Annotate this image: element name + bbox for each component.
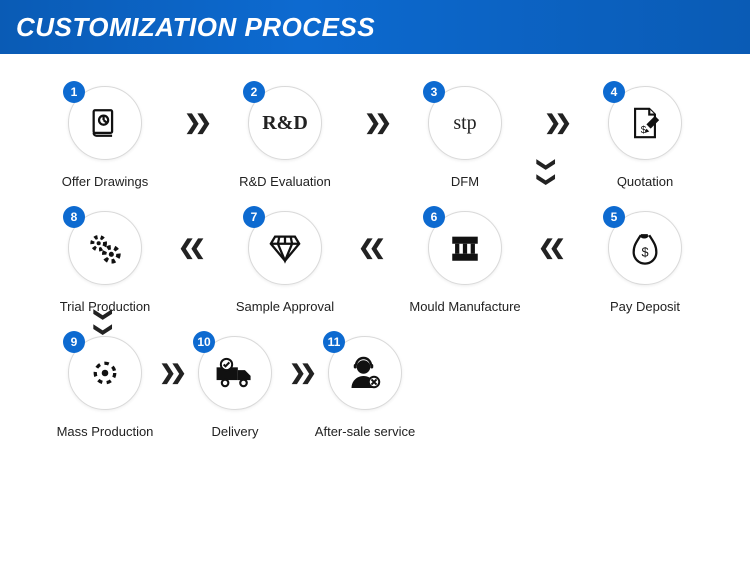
arrow-left-icon: ❯❯ bbox=[355, 211, 395, 283]
truck-icon bbox=[215, 356, 255, 390]
step-label: Mass Production bbox=[57, 424, 154, 439]
step-badge: 5 bbox=[603, 206, 625, 228]
row-3: 9 Mass Production ❯❯ 10 Delivery ❯❯ 11 bbox=[60, 336, 690, 439]
step-10: 10 Delivery bbox=[190, 336, 280, 439]
step-8: 8 Trial Production bbox=[60, 211, 150, 314]
arrow-down-icon: ❯❯ bbox=[535, 166, 559, 172]
row-2: 8 Trial Production ❯❯ 7 Sample Approval … bbox=[60, 211, 690, 314]
deposit-icon: $ bbox=[628, 231, 662, 265]
page: CUSTOMIZATION PROCESS 1 Offer Drawings ❯… bbox=[0, 0, 750, 561]
step-badge: 11 bbox=[323, 331, 345, 353]
step-label: Quotation bbox=[617, 174, 673, 189]
rd-text-icon: R&D bbox=[262, 112, 308, 135]
step-2: 2 R&D R&D Evaluation bbox=[240, 86, 330, 189]
step-label: After-sale service bbox=[315, 424, 415, 439]
arrow-right-icon: ❯❯ bbox=[535, 86, 575, 158]
gears-icon bbox=[86, 229, 124, 267]
step-circle: 8 bbox=[68, 211, 142, 285]
step-badge: 6 bbox=[423, 206, 445, 228]
arrow-right-icon: ❯❯ bbox=[175, 86, 215, 158]
step-label: R&D Evaluation bbox=[239, 174, 331, 189]
drawings-icon bbox=[88, 106, 122, 140]
step-circle: 6 bbox=[428, 211, 502, 285]
step-circle: 2 R&D bbox=[248, 86, 322, 160]
support-icon bbox=[347, 355, 383, 391]
step-label: Delivery bbox=[212, 424, 259, 439]
diamond-icon bbox=[268, 231, 302, 265]
quotation-icon: $ bbox=[628, 106, 662, 140]
step-11: 11 After-sale service bbox=[320, 336, 410, 439]
stp-text-icon: stp bbox=[453, 112, 476, 135]
step-badge: 10 bbox=[193, 331, 215, 353]
flow: 1 Offer Drawings ❯❯ 2 R&D R&D Evaluation… bbox=[0, 54, 750, 439]
step-badge: 9 bbox=[63, 331, 85, 353]
step-circle: 7 bbox=[248, 211, 322, 285]
arrow-down-icon: ❯❯ bbox=[92, 316, 116, 322]
step-label: DFM bbox=[451, 174, 479, 189]
row-1: 1 Offer Drawings ❯❯ 2 R&D R&D Evaluation… bbox=[60, 86, 690, 189]
page-title: CUSTOMIZATION PROCESS bbox=[16, 12, 375, 43]
step-badge: 7 bbox=[243, 206, 265, 228]
step-6: 6 Mould Manufacture bbox=[420, 211, 510, 314]
svg-text:$: $ bbox=[641, 245, 648, 260]
step-label: Offer Drawings bbox=[62, 174, 148, 189]
step-circle: 9 bbox=[68, 336, 142, 410]
arrow-right-icon: ❯❯ bbox=[280, 336, 320, 408]
cog-icon bbox=[87, 355, 123, 391]
step-circle: 4 $ bbox=[608, 86, 682, 160]
step-circle: 1 bbox=[68, 86, 142, 160]
step-4: 4 $ Quotation bbox=[600, 86, 690, 189]
step-3: 3 stp DFM bbox=[420, 86, 510, 189]
step-7: 7 Sample Approval bbox=[240, 211, 330, 314]
step-5: 5 $ Pay Deposit bbox=[600, 211, 690, 314]
step-circle: 11 bbox=[328, 336, 402, 410]
arrow-right-icon: ❯❯ bbox=[355, 86, 395, 158]
arrow-left-icon: ❯❯ bbox=[535, 211, 575, 283]
step-label: Pay Deposit bbox=[610, 299, 680, 314]
step-label: Sample Approval bbox=[236, 299, 334, 314]
step-circle: 10 bbox=[198, 336, 272, 410]
step-badge: 2 bbox=[243, 81, 265, 103]
step-1: 1 Offer Drawings bbox=[60, 86, 150, 189]
step-label: Mould Manufacture bbox=[409, 299, 520, 314]
step-9: 9 Mass Production bbox=[60, 336, 150, 439]
step-badge: 8 bbox=[63, 206, 85, 228]
banner: CUSTOMIZATION PROCESS bbox=[0, 0, 750, 54]
step-circle: 5 $ bbox=[608, 211, 682, 285]
arrow-right-icon: ❯❯ bbox=[150, 336, 190, 408]
step-badge: 3 bbox=[423, 81, 445, 103]
step-badge: 4 bbox=[603, 81, 625, 103]
step-circle: 3 stp bbox=[428, 86, 502, 160]
arrow-left-icon: ❯❯ bbox=[175, 211, 215, 283]
mould-icon bbox=[448, 231, 482, 265]
step-badge: 1 bbox=[63, 81, 85, 103]
